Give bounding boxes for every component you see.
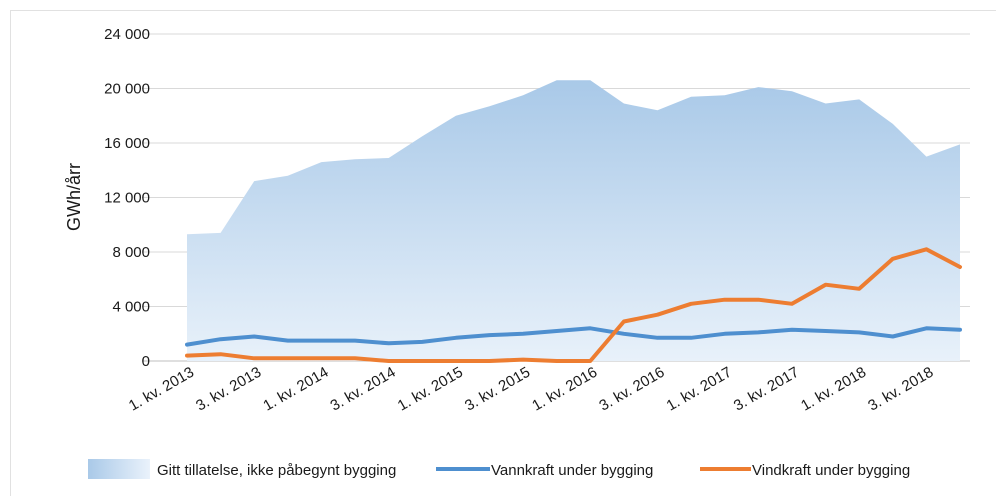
- x-tick-label: 3. kv. 2014: [328, 364, 399, 415]
- y-tick-label: 8 000: [112, 244, 150, 261]
- legend: Gitt tillatelse, ikke påbegynt bygging V…: [88, 459, 910, 479]
- x-tick-label: 1. kv. 2017: [664, 364, 735, 415]
- x-tick-label: 3. kv. 2016: [596, 364, 667, 415]
- area-series-permitted: [187, 80, 960, 362]
- legend-label-wind: Vindkraft under bygging: [752, 462, 910, 479]
- x-tick-label: 3. kv. 2015: [462, 364, 533, 415]
- legend-label-hydro: Vannkraft under bygging: [491, 462, 653, 479]
- legend-label-area: Gitt tillatelse, ikke påbegynt bygging: [157, 462, 396, 479]
- y-tick-label: 20 000: [104, 81, 150, 98]
- x-tick-label: 3. kv. 2017: [731, 364, 802, 415]
- x-tick-label: 1. kv. 2018: [798, 364, 869, 415]
- x-tick-label: 1. kv. 2016: [529, 364, 600, 415]
- y-tick-label: 24 000: [104, 26, 150, 43]
- line-series-hydro: [185, 326, 962, 347]
- line-layer: [185, 247, 962, 363]
- area-layer: [187, 80, 960, 362]
- legend-swatch-area: [88, 459, 150, 479]
- x-tick-label: 3. kv. 2018: [865, 364, 936, 415]
- line-series-wind: [185, 247, 962, 363]
- x-tick-label: 1. kv. 2014: [260, 364, 331, 415]
- y-tick-label: 12 000: [104, 190, 150, 207]
- y-axis: 0 4 000 8 000 12 000 16 000 20 000 24 000: [104, 26, 150, 370]
- x-tick-label: 3. kv. 2013: [193, 364, 264, 415]
- chart-frame: [10, 10, 996, 496]
- y-tick-label: 4 000: [112, 299, 150, 316]
- x-tick-label: 1. kv. 2013: [126, 364, 197, 415]
- x-tick-label: 1. kv. 2015: [395, 364, 466, 415]
- y-tick-label: 0: [142, 353, 150, 370]
- y-tick-label: 16 000: [104, 135, 150, 152]
- y-axis-label: GWh/årr: [64, 163, 84, 231]
